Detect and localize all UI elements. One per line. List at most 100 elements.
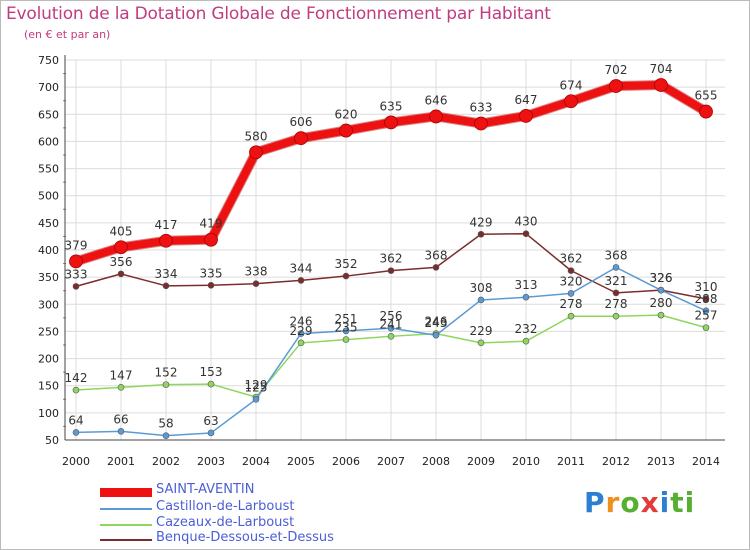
data-point-benque [567, 267, 575, 274]
data-point-benque [162, 282, 170, 290]
data-point-benque [702, 295, 710, 303]
data-label-saint-aventin: 620 [335, 108, 358, 122]
data-label-saint-aventin: 419 [200, 217, 223, 231]
data-point-saint-aventin [339, 123, 353, 138]
y-tick-label: 700 [38, 81, 59, 94]
data-label-castillon: 64 [68, 413, 83, 427]
data-label-saint-aventin: 405 [110, 224, 133, 238]
data-point-benque [252, 280, 260, 287]
data-point-benque [432, 264, 440, 271]
x-tick-label: 2000 [62, 455, 90, 468]
data-point-saint-aventin [114, 240, 128, 255]
data-label-cazeaux: 232 [515, 322, 538, 336]
data-point-saint-aventin [519, 109, 533, 123]
data-label-saint-aventin: 674 [560, 78, 583, 92]
data-point-cazeaux [387, 333, 395, 340]
data-point-cazeaux [612, 312, 620, 320]
x-tick-label: 2007 [377, 455, 405, 468]
data-label-cazeaux: 241 [380, 317, 403, 331]
y-tick-label: 600 [38, 135, 59, 148]
legend-label-cazeaux: Cazeaux-de-Larboust [156, 515, 295, 530]
data-label-castillon: 125 [245, 380, 268, 394]
data-label-saint-aventin: 580 [245, 129, 268, 143]
data-label-saint-aventin: 379 [65, 238, 88, 252]
data-point-saint-aventin [609, 79, 623, 93]
data-point-castillon [432, 331, 440, 339]
data-point-castillon [207, 429, 215, 437]
data-label-benque: 310 [695, 280, 718, 294]
y-tick-label: 100 [38, 407, 59, 420]
data-label-benque: 344 [290, 261, 313, 275]
data-label-cazeaux: 153 [200, 365, 223, 379]
data-label-castillon: 63 [203, 414, 218, 428]
data-point-benque [612, 289, 620, 297]
data-label-benque: 338 [245, 265, 268, 279]
data-label-castillon: 288 [695, 292, 718, 306]
data-label-benque: 352 [335, 257, 358, 271]
data-point-saint-aventin [159, 233, 173, 248]
x-tick-label: 2001 [107, 455, 135, 468]
data-label-saint-aventin: 647 [515, 93, 538, 107]
legend-swatch-saint-aventin [100, 488, 152, 497]
data-point-benque [72, 283, 80, 290]
y-tick-label: 650 [38, 108, 59, 121]
data-label-cazeaux: 142 [65, 371, 88, 385]
data-point-castillon [297, 330, 305, 337]
legend-swatch-benque [100, 539, 152, 541]
data-point-cazeaux [207, 380, 215, 388]
data-label-cazeaux: 278 [605, 297, 628, 311]
data-label-benque: 334 [155, 267, 178, 281]
data-label-benque: 368 [425, 248, 448, 262]
y-tick-label: 200 [38, 353, 59, 366]
data-label-castillon: 58 [158, 417, 173, 431]
proxiti-logo: Proxiti [584, 486, 695, 519]
data-point-castillon [252, 395, 260, 403]
data-point-saint-aventin [204, 232, 218, 247]
data-point-saint-aventin [249, 145, 263, 160]
logo-letter: i [684, 486, 696, 519]
data-label-benque: 362 [380, 252, 403, 266]
data-point-castillon [522, 293, 530, 301]
data-label-cazeaux: 278 [560, 297, 583, 311]
x-tick-label: 2011 [557, 455, 585, 468]
logo-letter: r [605, 486, 621, 519]
data-label-castillon: 251 [335, 312, 358, 326]
y-tick-label: 550 [38, 163, 59, 176]
x-tick-label: 2005 [287, 455, 315, 468]
data-label-castillon: 320 [560, 274, 583, 288]
x-tick-label: 2009 [467, 455, 495, 468]
data-label-castillon: 326 [650, 271, 673, 285]
data-point-saint-aventin [654, 78, 668, 92]
data-point-benque [342, 272, 350, 280]
y-tick-label: 350 [38, 271, 59, 284]
data-point-benque [387, 267, 395, 274]
data-label-cazeaux: 229 [290, 324, 313, 338]
logo-letter: P [584, 486, 606, 519]
y-tick-label: 500 [38, 190, 59, 203]
data-label-benque: 430 [515, 215, 538, 229]
data-label-benque: 335 [200, 266, 223, 280]
logo-letter: i [659, 486, 671, 519]
legend-swatch-cazeaux [100, 524, 152, 526]
data-label-benque: 326 [650, 271, 673, 285]
data-point-cazeaux [522, 337, 530, 345]
data-label-benque: 362 [560, 252, 583, 266]
x-tick-label: 2002 [152, 455, 180, 468]
data-label-saint-aventin: 655 [695, 89, 718, 103]
data-label-cazeaux: 246 [425, 315, 448, 329]
data-point-castillon [477, 296, 485, 304]
data-point-castillon [387, 324, 395, 332]
data-label-castillon: 368 [605, 248, 628, 262]
y-tick-label: 400 [38, 244, 59, 257]
data-label-cazeaux: 280 [650, 296, 673, 310]
data-label-castillon: 66 [113, 412, 128, 426]
data-label-saint-aventin: 635 [380, 99, 403, 113]
data-point-cazeaux [72, 386, 80, 394]
data-label-castillon: 256 [380, 309, 403, 323]
data-label-saint-aventin: 704 [650, 62, 673, 76]
y-tick-label: 300 [38, 298, 59, 311]
data-label-saint-aventin: 417 [155, 218, 178, 232]
legend-label-benque: Benque-Dessous-et-Dessus [156, 530, 334, 545]
data-label-cazeaux: 229 [470, 324, 493, 338]
chart-subtitle: (en € et par an) [24, 28, 111, 41]
